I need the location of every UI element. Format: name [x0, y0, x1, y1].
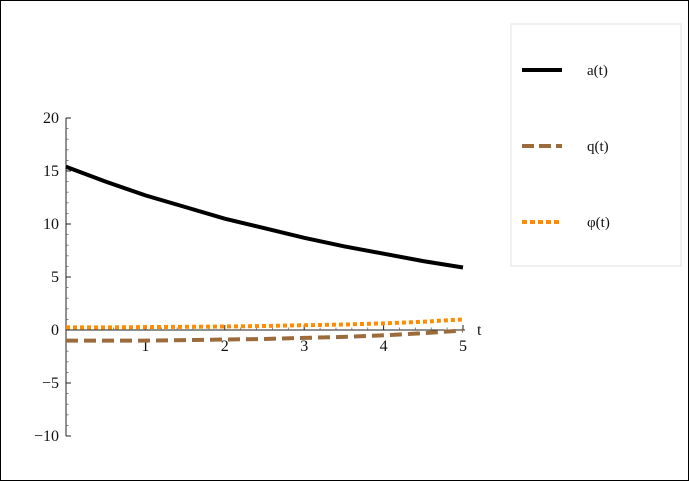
y-tick-label: 10 [43, 216, 59, 233]
axes: t [65, 118, 482, 436]
y-tick-label: −10 [34, 428, 59, 445]
y-tick-label: 20 [43, 110, 59, 127]
y-tick-label: 0 [51, 322, 59, 339]
series-layer [65, 164, 464, 343]
series-line-0 [65, 164, 464, 270]
x-tick-label: 5 [459, 338, 467, 355]
ticks: 1 2 3 4 5 −10 −5 0 5 10 15 20 [34, 110, 467, 445]
legend-label: φ(t) [587, 215, 610, 231]
series-line-1 [66, 328, 464, 343]
x-tick-label: 3 [300, 338, 308, 355]
legend: a(t) q(t) φ(t) [510, 23, 682, 267]
y-tick-label: 15 [43, 163, 59, 180]
y-tick-label: −5 [42, 375, 59, 392]
x-tick-label: 1 [141, 338, 149, 355]
series-line-2 [66, 317, 464, 330]
y-tick-label: 5 [51, 269, 59, 286]
legend-label: q(t) [587, 139, 609, 155]
legend-label: a(t) [587, 63, 608, 79]
x-tick-label: 2 [221, 338, 229, 355]
x-tick-label: 4 [380, 338, 388, 355]
x-axis-label: t [477, 322, 482, 339]
